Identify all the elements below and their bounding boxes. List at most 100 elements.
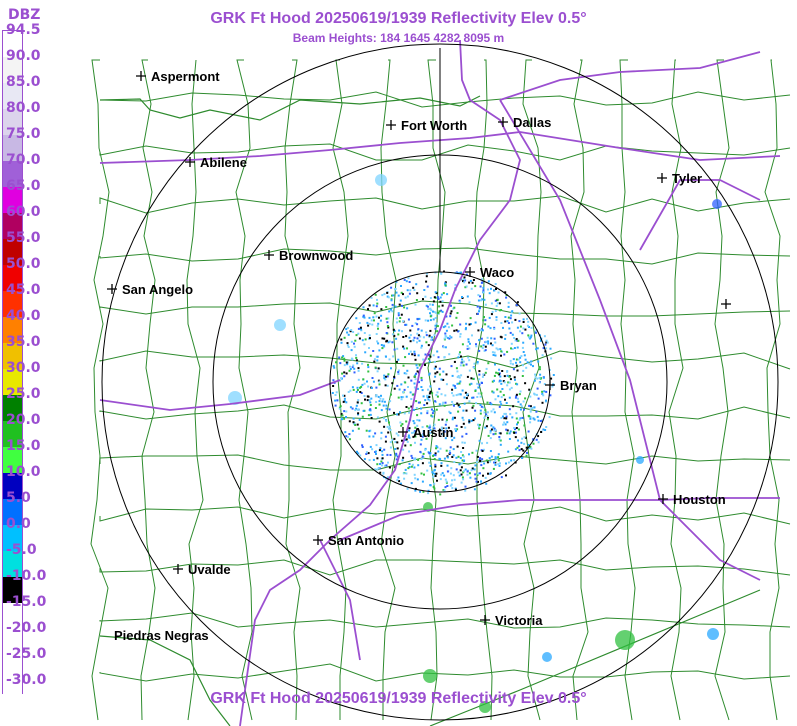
- echo-pixel: [376, 298, 378, 301]
- city-label: Abilene: [200, 155, 247, 170]
- echo-pixel: [515, 338, 518, 341]
- echo-pixel: [398, 303, 401, 306]
- echo-pixel: [387, 427, 390, 430]
- echo-pixel: [460, 473, 463, 476]
- echo-pixel: [405, 420, 408, 423]
- echo-pixel: [405, 395, 408, 398]
- echo-pixel: [455, 394, 458, 397]
- echo-pixel: [446, 455, 449, 458]
- echo-pixel: [447, 326, 450, 329]
- echo-pixel: [398, 463, 401, 466]
- echo-pixel: [381, 347, 384, 350]
- echo-pixel: [496, 388, 499, 391]
- echo-pixel: [359, 326, 362, 329]
- echo-pixel: [494, 460, 497, 463]
- echo-pixel: [429, 307, 432, 310]
- echo-pixel: [523, 354, 526, 357]
- echo-pixel: [429, 452, 432, 455]
- echo-pixel: [420, 376, 423, 379]
- echo-pixel: [418, 317, 421, 320]
- echo-pixel: [352, 388, 355, 391]
- echo-pixel: [423, 404, 426, 406]
- echo-pixel: [400, 424, 403, 427]
- echo-pixel: [456, 402, 459, 405]
- echo-pixel: [450, 483, 453, 486]
- echo-pixel: [493, 411, 496, 414]
- echo-pixel: [446, 336, 449, 339]
- echo-pixel: [347, 333, 350, 336]
- echo-pixel: [481, 347, 484, 350]
- echo-pixel: [346, 331, 349, 334]
- echo-pixel: [525, 366, 528, 369]
- echo-pixel: [449, 452, 452, 454]
- echo-pixel: [455, 271, 458, 274]
- echo-pixel: [391, 341, 394, 344]
- echo-pixel: [449, 472, 452, 475]
- echo-pixel: [414, 489, 417, 492]
- echo-pixel: [543, 335, 546, 338]
- echo-pixel: [460, 278, 463, 281]
- echo-pixel: [507, 322, 510, 324]
- echo-pixel: [429, 390, 432, 393]
- echo-pixel: [526, 451, 528, 454]
- echo-pixel: [409, 444, 412, 447]
- echo-pixel: [435, 472, 438, 475]
- county-line: [427, 59, 446, 721]
- echo-pixel: [472, 396, 475, 399]
- echo-pixel: [514, 431, 517, 434]
- echo-pixel: [507, 316, 510, 319]
- county-line: [99, 454, 791, 471]
- echo-pixel: [335, 361, 337, 364]
- echo-pixel: [478, 308, 481, 311]
- echo-pixel: [479, 404, 482, 406]
- echo-pixel: [426, 305, 429, 308]
- echo-pixel: [446, 418, 448, 421]
- echo-pixel: [399, 299, 402, 302]
- echo-pixel: [408, 292, 411, 295]
- echo-pixel: [499, 309, 502, 312]
- echo-pixel: [384, 435, 387, 438]
- echo-pixel: [519, 417, 522, 420]
- echo-pixel: [437, 298, 440, 300]
- echo-pixel: [508, 388, 511, 391]
- legend-swatch: [3, 577, 22, 603]
- echo-pixel: [345, 416, 347, 418]
- echo-pixel: [488, 457, 491, 460]
- echo-pixel: [482, 406, 485, 409]
- echo-pixel: [498, 405, 501, 408]
- echo-pixel: [516, 383, 519, 386]
- echo-pixel: [355, 317, 358, 320]
- echo-pixel: [544, 429, 547, 431]
- echo-pixel: [397, 413, 400, 416]
- echo-pixel: [436, 325, 439, 328]
- echo-pixel: [453, 360, 456, 363]
- echo-pixel: [479, 457, 482, 460]
- echo-pixel: [441, 300, 444, 303]
- echo-pixel: [462, 409, 465, 412]
- echo-pixel: [499, 443, 502, 446]
- echo-pixel: [397, 314, 400, 317]
- echo-pixel: [538, 368, 541, 371]
- echo-pixel: [345, 401, 348, 404]
- echo-pixel: [527, 430, 530, 433]
- echo-pixel: [355, 356, 358, 359]
- echo-pixel: [387, 431, 390, 434]
- echo-pixel: [480, 480, 482, 483]
- echo-pixel: [519, 356, 522, 359]
- echo-pixel: [436, 479, 438, 482]
- echo-pixel: [465, 432, 468, 435]
- echo-pixel: [468, 281, 471, 284]
- echo-pixel: [450, 304, 452, 307]
- echo-pixel: [455, 329, 458, 332]
- echo-pixel: [345, 435, 348, 438]
- echo-pixel: [369, 337, 371, 340]
- echo-pixel: [352, 421, 355, 424]
- echo-pixel: [453, 385, 456, 388]
- county-line: [99, 300, 791, 317]
- echo-pixel: [400, 396, 403, 399]
- echo-pixel: [388, 310, 391, 313]
- echo-pixel: [374, 450, 377, 453]
- echo-pixel: [415, 283, 418, 286]
- echo-pixel: [523, 442, 526, 445]
- echo-pixel: [461, 343, 464, 346]
